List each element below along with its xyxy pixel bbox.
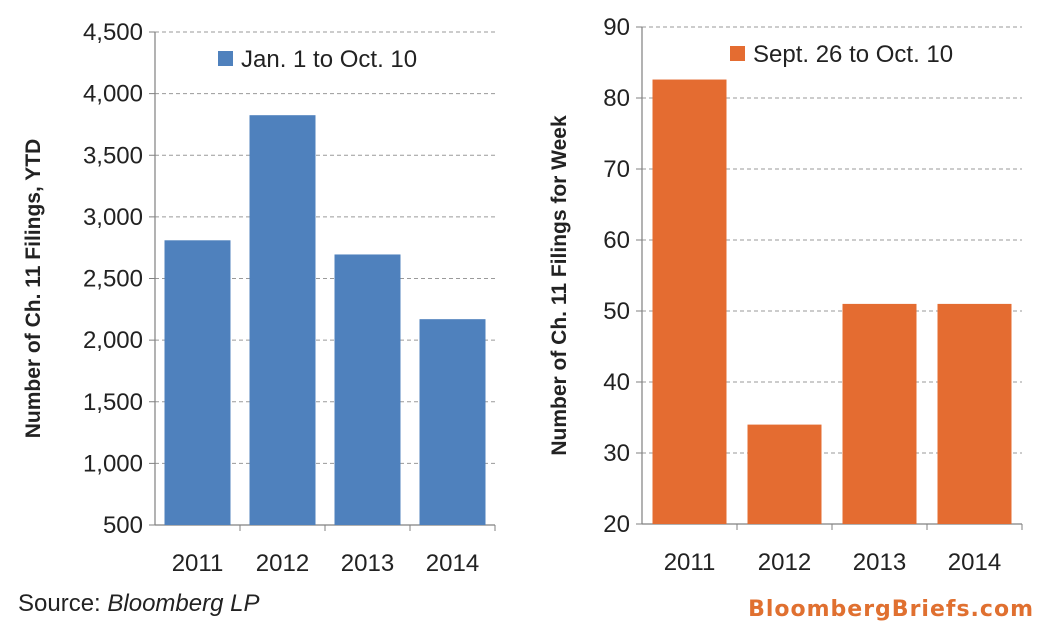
panel1-y-tick-label: 3,000: [83, 204, 143, 231]
panel1-x-tick-label: 2014: [426, 550, 479, 577]
source-label: Source:: [18, 590, 101, 617]
panel2-y-axis-label: Number of Ch. 11 Filings for Week: [548, 115, 571, 456]
panel1-y-tick-label: 4,500: [83, 19, 143, 46]
panel2-y-tick-label: 90: [603, 14, 630, 41]
panel1-y-tick-label: 1,000: [83, 450, 143, 477]
source-name: Bloomberg LP: [107, 590, 260, 617]
panel1-bar-2014: [419, 319, 486, 525]
brand-watermark: BloombergBriefs.com: [748, 597, 1034, 622]
panel1-legend-swatch: [218, 51, 233, 66]
panel2-bar-2012: [747, 424, 822, 524]
panel2-y-tick-label: 70: [603, 156, 630, 183]
panel2-y-tick-label: 50: [603, 298, 630, 325]
panel1-y-tick-label: 2,500: [83, 266, 143, 293]
panel2-y-tick-label: 80: [603, 85, 630, 112]
panel2-y-tick-label: 40: [603, 369, 630, 396]
panel1-bar-2012: [249, 115, 316, 525]
panel1-legend-label: Jan. 1 to Oct. 10: [241, 46, 417, 73]
panel1-x-tick-label: 2011: [172, 550, 224, 577]
panel2-y-tick-label: 20: [603, 511, 630, 538]
panel2-x-tick-label: 2011: [664, 549, 716, 576]
panel2-x-tick-label: 2013: [853, 549, 906, 576]
panel1-y-tick-label: 2,000: [83, 327, 143, 354]
panel1-bar-2011: [164, 240, 231, 526]
panel1-y-tick-label: 1,500: [83, 389, 143, 416]
panel1-y-tick-label: 500: [103, 512, 143, 539]
panel2-legend-swatch: [730, 46, 745, 61]
panel1-bar-2013: [334, 254, 401, 525]
panel2-legend-label: Sept. 26 to Oct. 10: [753, 41, 953, 68]
panel2-x-tick-label: 2012: [758, 549, 811, 576]
panel2-x-tick-label: 2014: [948, 549, 1001, 576]
panel1-y-tick-label: 3,500: [83, 142, 143, 169]
panel2-bar-2011: [652, 79, 727, 524]
panel2-y-tick-label: 60: [603, 227, 630, 254]
panel1-x-tick-label: 2012: [256, 550, 309, 577]
panel1-y-tick-label: 4,000: [83, 81, 143, 108]
panel1-y-axis-label: Number of Ch. 11 Filings, YTD: [22, 139, 45, 439]
panel2-y-tick-label: 30: [603, 440, 630, 467]
panel1-x-tick-label: 2013: [341, 550, 394, 577]
panel2-bar-2014: [937, 303, 1012, 524]
panel2-bar-2013: [842, 303, 917, 524]
source-note: Source: Bloomberg LP: [18, 590, 259, 618]
